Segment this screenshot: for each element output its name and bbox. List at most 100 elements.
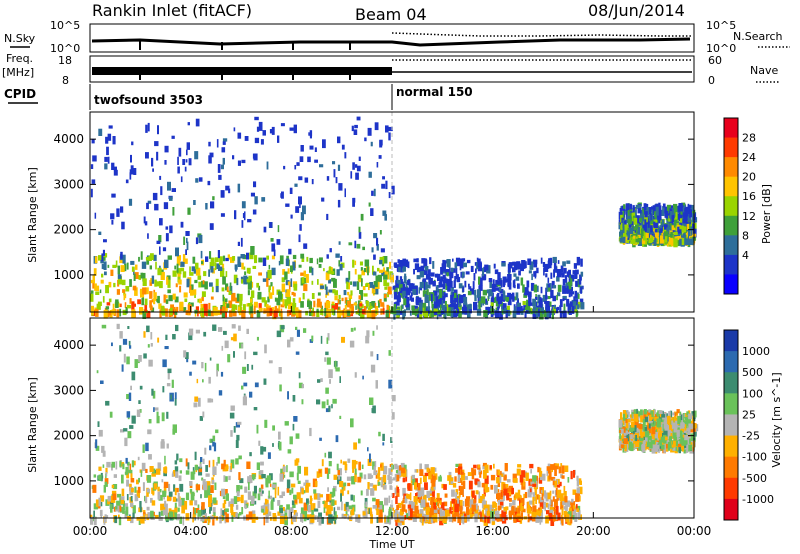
heatmap-cell xyxy=(455,492,457,499)
heatmap-cell xyxy=(481,482,485,488)
heatmap-cell xyxy=(400,467,406,474)
heatmap-cell xyxy=(292,423,295,431)
heatmap-cell xyxy=(146,310,151,318)
heatmap-cell xyxy=(184,166,187,172)
heatmap-cell xyxy=(529,463,534,469)
heatmap-cell xyxy=(572,506,577,515)
heatmap-cell xyxy=(636,215,640,225)
heatmap-cell xyxy=(540,286,543,294)
heatmap-cell xyxy=(165,334,168,340)
heatmap-cell xyxy=(341,144,345,150)
heatmap-cell xyxy=(232,155,235,160)
heatmap-cell xyxy=(268,285,271,290)
heatmap-cell xyxy=(204,281,208,290)
heatmap-cell xyxy=(388,192,391,199)
heatmap-cell xyxy=(476,513,481,520)
heatmap-cell xyxy=(189,371,192,376)
heatmap-cell xyxy=(363,293,368,297)
heatmap-cell xyxy=(278,310,281,317)
heatmap-cell xyxy=(659,435,662,442)
heatmap-cell xyxy=(507,296,512,306)
heatmap-cell xyxy=(648,237,653,243)
heatmap-cell xyxy=(174,507,177,517)
heatmap-cell xyxy=(395,495,398,505)
heatmap-cell xyxy=(233,512,237,517)
heatmap-cell xyxy=(630,418,635,422)
heatmap-cell xyxy=(326,176,330,181)
heatmap-cell xyxy=(539,497,543,503)
heatmap-cell xyxy=(175,247,179,257)
heatmap-cell xyxy=(125,179,129,184)
heatmap-cell xyxy=(500,280,503,288)
heatmap-cell xyxy=(635,204,638,209)
heatmap-cell xyxy=(454,476,457,482)
heatmap-cell xyxy=(98,429,103,437)
heatmap-cell xyxy=(93,510,95,519)
heatmap-cell xyxy=(185,470,190,475)
heatmap-cell xyxy=(272,443,274,447)
heatmap-cell xyxy=(503,474,507,478)
heatmap-cell xyxy=(339,481,344,488)
heatmap-cell xyxy=(484,475,489,485)
heatmap-cell xyxy=(115,299,119,308)
heatmap-cell xyxy=(557,292,561,297)
heatmap-cell xyxy=(540,257,543,264)
heatmap-cell xyxy=(239,293,243,301)
heatmap-cell xyxy=(150,497,153,503)
heatmap-cell xyxy=(672,423,676,429)
heatmap-cell xyxy=(138,256,140,262)
heatmap-cell xyxy=(353,197,356,203)
colorbar-segment xyxy=(724,196,738,217)
heatmap-cell xyxy=(350,281,353,285)
heatmap-cell xyxy=(452,292,455,297)
heatmap-cell xyxy=(400,287,403,292)
heatmap-cell xyxy=(429,488,434,494)
heatmap-cell xyxy=(293,283,298,291)
heatmap-cell xyxy=(247,219,252,223)
heatmap-cell xyxy=(576,487,580,494)
heatmap-cell xyxy=(475,490,479,495)
heatmap-cell xyxy=(446,304,449,314)
heatmap-cell xyxy=(401,501,404,505)
heatmap-cell xyxy=(249,252,254,260)
heatmap-cell xyxy=(142,272,146,282)
heatmap-cell xyxy=(439,508,443,517)
heatmap-cell xyxy=(517,494,521,501)
heatmap-cell xyxy=(645,232,649,239)
heatmap-cell xyxy=(521,508,526,513)
heatmap-cell xyxy=(222,276,226,285)
heatmap-cell xyxy=(417,483,421,492)
heatmap-cell xyxy=(165,512,170,521)
heatmap-cell xyxy=(513,261,518,271)
heatmap-cell xyxy=(337,199,341,208)
heatmap-cell xyxy=(120,265,125,272)
heatmap-cell xyxy=(357,476,362,483)
heatmap-cell xyxy=(405,259,409,267)
heatmap-cell xyxy=(553,269,555,278)
heatmap-cell xyxy=(209,310,214,317)
heatmap-cell xyxy=(419,494,423,503)
heatmap-cell xyxy=(156,151,159,161)
heatmap-cell xyxy=(490,302,494,307)
heatmap-cell xyxy=(661,219,665,226)
heatmap-cell xyxy=(338,241,341,245)
heatmap-cell xyxy=(208,302,211,310)
heatmap-cell xyxy=(362,246,365,251)
heatmap-cell xyxy=(324,357,327,362)
heatmap-cell xyxy=(458,258,464,262)
heatmap-cell xyxy=(436,311,439,320)
heatmap-cell xyxy=(278,441,282,451)
cpid-mode-twofsound: twofsound 3503 xyxy=(94,93,203,107)
heatmap-cell xyxy=(577,304,580,310)
heatmap-cell xyxy=(333,169,336,178)
heatmap-cell xyxy=(389,261,392,269)
heatmap-cell xyxy=(306,514,311,519)
heatmap-cell xyxy=(433,290,438,296)
heatmap-cell xyxy=(644,214,648,223)
heatmap-cell xyxy=(179,483,184,492)
heatmap-cell xyxy=(414,305,418,309)
heatmap-cell xyxy=(636,411,641,417)
heatmap-cell xyxy=(436,285,439,293)
heatmap-cell xyxy=(445,293,448,298)
heatmap-cell xyxy=(568,269,571,278)
